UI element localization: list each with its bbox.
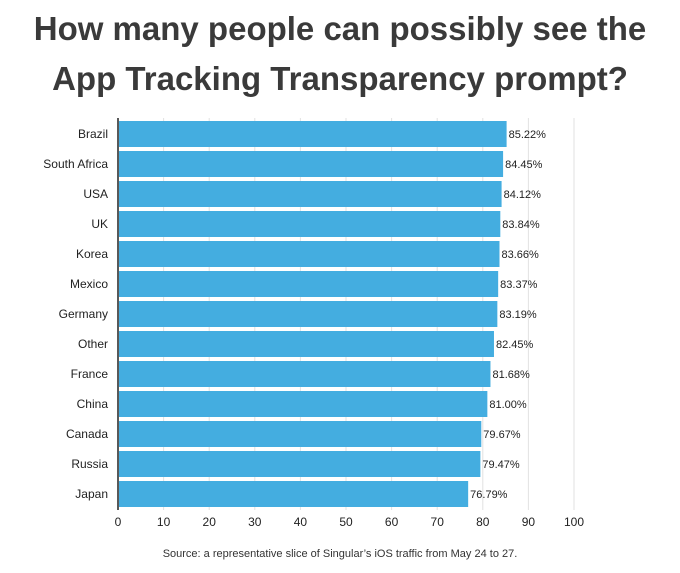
value-label: 83.84% <box>502 219 540 231</box>
x-tick-label: 20 <box>203 515 217 529</box>
x-tick-label: 70 <box>431 515 445 529</box>
bar-japan <box>119 481 469 507</box>
category-label: UK <box>91 217 108 231</box>
value-label: 81.68% <box>492 369 530 381</box>
value-label: 83.66% <box>501 249 539 261</box>
bar-germany <box>119 301 498 327</box>
bar-canada <box>119 421 482 447</box>
category-label: Japan <box>75 487 108 501</box>
category-label: China <box>77 397 109 411</box>
value-label: 79.67% <box>483 429 521 441</box>
value-label: 76.79% <box>470 489 508 501</box>
bar-russia <box>119 451 481 477</box>
bar-usa <box>119 181 502 207</box>
bar-mexico <box>119 271 499 297</box>
category-label: USA <box>83 187 108 201</box>
bar-other <box>119 331 494 357</box>
bar-france <box>119 361 491 387</box>
chart-title: How many people can possibly see the App… <box>0 4 680 104</box>
category-label: Russia <box>71 457 108 471</box>
category-label: France <box>71 367 109 381</box>
chart-title-line-1: How many people can possibly see the <box>33 10 647 47</box>
value-label: 82.45% <box>496 339 534 351</box>
category-label: Canada <box>66 427 108 441</box>
x-tick-label: 60 <box>385 515 399 529</box>
bar-chart: 0 10 20 30 40 50 60 70 80 90 100 Brazil 85.22% South … <box>43 118 584 529</box>
bar-korea <box>119 241 500 267</box>
bar-uk <box>119 211 501 237</box>
value-label: 81.00% <box>489 399 527 411</box>
value-label: 83.19% <box>499 309 537 321</box>
x-tick-label: 30 <box>248 515 262 529</box>
category-label: Other <box>78 337 108 351</box>
bar-china <box>119 391 488 417</box>
x-tick-label: 40 <box>294 515 308 529</box>
x-tick-label: 50 <box>339 515 353 529</box>
category-label: Korea <box>76 247 108 261</box>
category-label: South Africa <box>43 157 108 171</box>
value-label: 84.12% <box>504 189 542 201</box>
bar-south-africa <box>119 151 504 177</box>
category-label: Brazil <box>78 127 108 141</box>
value-label: 83.37% <box>500 279 538 291</box>
value-label: 79.47% <box>482 459 520 471</box>
bar-brazil <box>119 121 507 147</box>
chart-title-line-2: App Tracking Transparency prompt? <box>52 60 628 97</box>
category-label: Mexico <box>70 277 108 291</box>
source-note: Source: a representative slice of Singul… <box>162 548 518 560</box>
x-tick-label: 80 <box>476 515 490 529</box>
x-tick-label: 90 <box>522 515 536 529</box>
x-tick-label: 0 <box>115 515 122 529</box>
x-tick-label: 100 <box>564 515 584 529</box>
value-label: 84.45% <box>505 159 543 171</box>
x-tick-label: 10 <box>157 515 171 529</box>
category-label: Germany <box>59 307 108 321</box>
value-label: 85.22% <box>509 129 547 141</box>
